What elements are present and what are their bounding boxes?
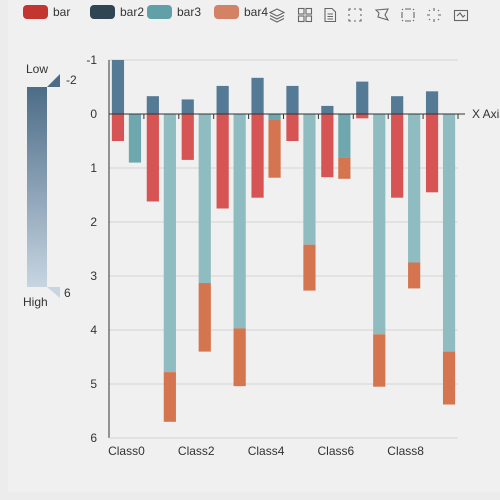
bar-bar bbox=[391, 114, 404, 198]
bar-bar bbox=[356, 114, 369, 119]
legend-label: bar4 bbox=[244, 5, 269, 19]
y-tick-label: 0 bbox=[90, 107, 97, 121]
bar-bar4 bbox=[163, 372, 176, 422]
x-tick-label: Class6 bbox=[318, 444, 355, 458]
y-tick-label: 3 bbox=[90, 269, 97, 283]
bar-bar4 bbox=[268, 119, 281, 178]
bar-bar3 bbox=[303, 114, 316, 245]
bar-bar2 bbox=[391, 96, 404, 114]
bar-bar2 bbox=[146, 96, 159, 114]
save-image-icon[interactable] bbox=[453, 7, 469, 23]
x-tick-label: Class2 bbox=[178, 444, 215, 458]
x-tick-label: Class0 bbox=[108, 444, 145, 458]
x-tick-label: Class4 bbox=[248, 444, 285, 458]
bar-bar bbox=[181, 114, 194, 160]
legend-label: bar bbox=[53, 5, 71, 19]
bar-bar2 bbox=[321, 105, 334, 114]
y-tick-label: -1 bbox=[86, 53, 97, 67]
bar-bar2 bbox=[356, 81, 369, 114]
lasso-select-icon[interactable] bbox=[374, 7, 390, 23]
y-tick-label: 4 bbox=[90, 323, 97, 337]
visual-map bbox=[27, 74, 60, 298]
legend-label: bar2 bbox=[120, 5, 145, 19]
legend-swatch bbox=[214, 5, 239, 19]
data-view-icon[interactable] bbox=[322, 7, 338, 23]
bar-bar2 bbox=[251, 77, 264, 114]
chart-panel: bar bar2 bar3 bar4 Low -2 6 High -1 0 1 2 3 4 5 6 C… bbox=[8, 0, 500, 492]
x-tick-label: Class8 bbox=[387, 444, 424, 458]
bar-bar4 bbox=[338, 157, 351, 179]
bar-bar3 bbox=[163, 114, 176, 373]
visual-map-bar[interactable] bbox=[27, 87, 47, 287]
keep-select-icon[interactable] bbox=[400, 7, 416, 23]
visual-map-max-text: 6 bbox=[64, 286, 71, 300]
visual-map-low-label: Low bbox=[26, 62, 49, 76]
bar-bar3 bbox=[128, 114, 142, 163]
bar-bar bbox=[321, 114, 334, 178]
legend-swatch bbox=[147, 5, 172, 19]
bar-bar3 bbox=[233, 114, 246, 329]
rect-select-icon[interactable] bbox=[347, 7, 363, 23]
visual-map-handle-bottom[interactable] bbox=[47, 287, 60, 298]
bar-bar3 bbox=[408, 114, 421, 263]
y-tick-label: 1 bbox=[90, 161, 97, 175]
bar-bar bbox=[251, 114, 264, 198]
bar-bar2 bbox=[181, 99, 194, 114]
x-axis-name: X Axis bbox=[472, 107, 500, 121]
bar-bar bbox=[286, 114, 299, 141]
y-tick-label: 2 bbox=[90, 215, 97, 229]
visual-map-min-text: -2 bbox=[66, 73, 77, 87]
bar-bar4 bbox=[442, 351, 456, 405]
bar-bar bbox=[111, 114, 125, 141]
tiled-icon[interactable] bbox=[297, 7, 313, 23]
bar-bar2 bbox=[286, 85, 299, 114]
visual-map-high-label: High bbox=[23, 295, 48, 309]
bar-bar3 bbox=[268, 114, 281, 120]
bar-bar4 bbox=[198, 283, 211, 352]
bar-bar3 bbox=[198, 114, 211, 284]
bar-bar bbox=[216, 114, 229, 209]
bar-bar4 bbox=[233, 328, 246, 387]
visual-map-handle-top[interactable] bbox=[47, 74, 60, 87]
bar-bar3 bbox=[338, 114, 351, 158]
bar-bar2 bbox=[216, 85, 229, 114]
bar-bar4 bbox=[408, 262, 421, 289]
y-tick-label: 6 bbox=[90, 431, 97, 445]
bar-chart: -1 0 1 2 3 4 5 6 Class0 Class2 Class4 Class6 Class8 X… bbox=[86, 53, 500, 458]
legend-label: bar3 bbox=[177, 5, 202, 19]
bar-bar bbox=[425, 114, 439, 193]
stack-icon[interactable] bbox=[269, 7, 285, 23]
bar-bar3 bbox=[442, 114, 456, 352]
bar-bar bbox=[146, 114, 159, 202]
bar-bar2 bbox=[111, 60, 125, 114]
clear-select-icon[interactable] bbox=[426, 7, 442, 23]
legend-swatch bbox=[23, 5, 48, 19]
bar-bar3 bbox=[373, 114, 386, 335]
legend-swatch bbox=[90, 5, 115, 19]
bar-bar2 bbox=[425, 91, 439, 114]
y-tick-label: 5 bbox=[90, 377, 97, 391]
bar-bar4 bbox=[373, 334, 386, 387]
bar-bar4 bbox=[303, 244, 316, 291]
